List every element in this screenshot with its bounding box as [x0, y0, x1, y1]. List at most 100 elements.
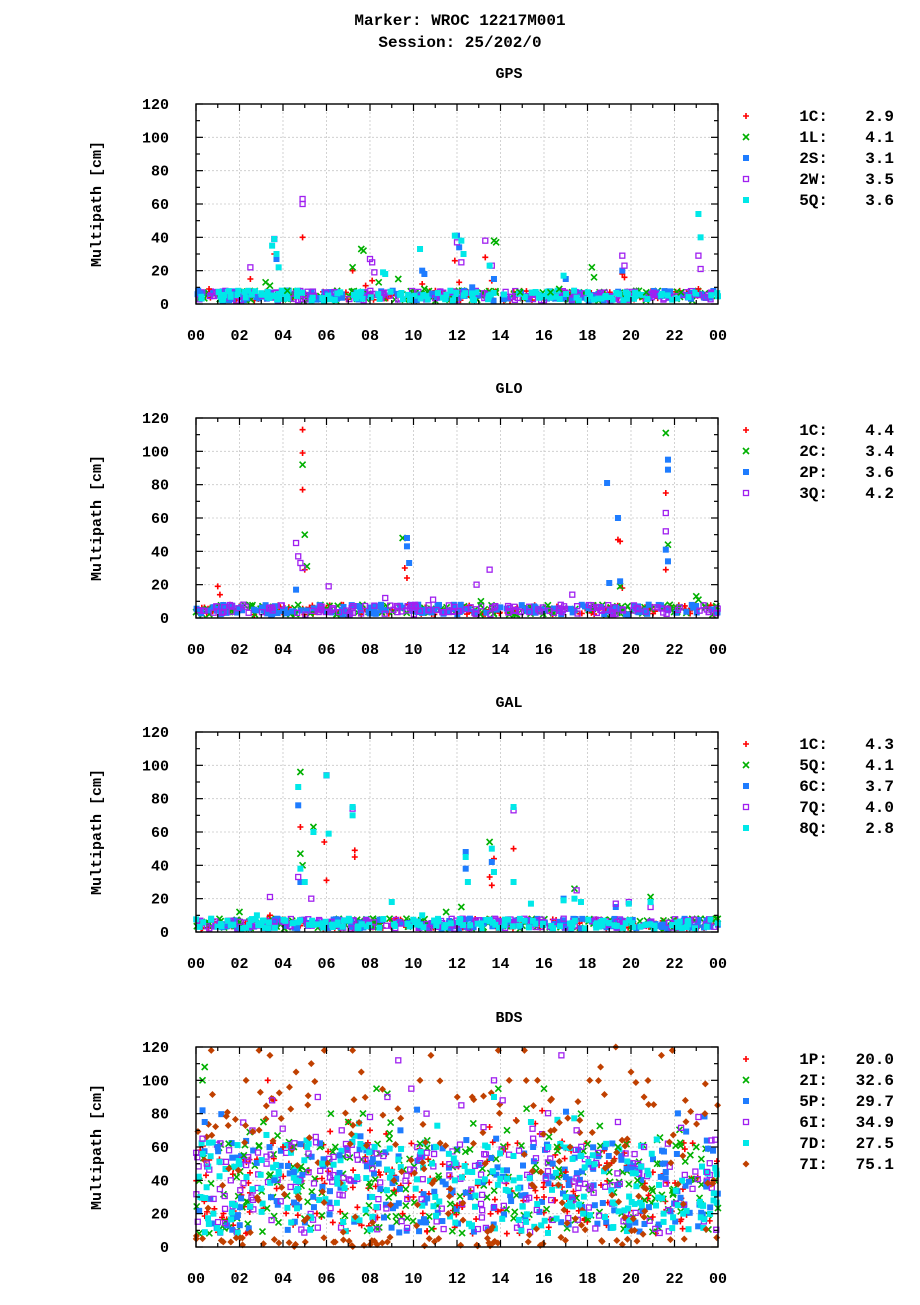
data-point — [225, 1140, 233, 1148]
background-point — [554, 1181, 562, 1189]
data-point — [662, 509, 669, 517]
background-point — [245, 287, 252, 294]
background-point — [229, 1226, 236, 1233]
data-point — [369, 277, 376, 284]
background-point — [701, 1080, 709, 1088]
background-point — [552, 1169, 559, 1176]
background-point — [588, 918, 595, 925]
background-point — [594, 1077, 602, 1085]
background-point — [293, 1161, 301, 1169]
background-point — [658, 605, 665, 612]
background-point — [520, 1151, 528, 1159]
background-point — [377, 1171, 384, 1178]
background-point — [452, 1219, 459, 1226]
background-point — [585, 1158, 592, 1165]
background-point — [337, 1157, 344, 1164]
background-point — [557, 1141, 564, 1148]
data-point — [701, 1110, 709, 1118]
background-point — [331, 296, 338, 303]
background-point — [198, 1140, 205, 1147]
background-point — [628, 1164, 635, 1171]
legend-value: 2.8 — [865, 820, 894, 838]
data-point — [606, 580, 613, 586]
background-point — [682, 1118, 690, 1126]
background-point — [258, 604, 265, 611]
background-point — [446, 1160, 453, 1168]
background-point — [425, 1212, 433, 1221]
background-point — [433, 1218, 440, 1225]
data-point — [477, 597, 485, 605]
background-point — [515, 608, 523, 615]
background-point — [566, 1200, 573, 1207]
background-point — [558, 291, 565, 298]
x-tick-label: 20 — [622, 956, 640, 973]
background-point — [354, 1204, 361, 1211]
background-point — [199, 1150, 206, 1157]
background-point — [580, 1193, 587, 1200]
background-point — [611, 1207, 618, 1214]
background-point — [339, 923, 346, 930]
background-point — [521, 917, 528, 924]
data-point — [619, 252, 626, 259]
background-point — [262, 602, 269, 609]
background-point — [202, 1195, 209, 1202]
background-point — [563, 1219, 571, 1227]
background-point — [228, 1140, 235, 1147]
background-point — [623, 1135, 631, 1143]
background-point — [589, 1152, 596, 1159]
x-tick-label: 14 — [491, 642, 509, 659]
data-point — [482, 254, 489, 261]
background-point — [299, 289, 306, 296]
background-point — [645, 1171, 652, 1178]
background-point — [557, 601, 564, 608]
data-point — [494, 1085, 502, 1093]
data-point — [419, 912, 426, 919]
background-point — [411, 1169, 419, 1177]
background-point — [460, 922, 467, 929]
background-point — [367, 1226, 374, 1233]
figure-title-line1: Marker: WROC 12217M001 — [354, 12, 565, 30]
legend-value: 27.5 — [856, 1135, 894, 1153]
data-point — [264, 1077, 271, 1084]
background-point — [695, 1223, 702, 1230]
background-point — [462, 1189, 469, 1196]
data-point — [549, 1160, 556, 1167]
background-point — [479, 1129, 487, 1137]
background-point — [631, 1150, 638, 1158]
background-point — [304, 1092, 312, 1100]
background-point — [254, 1196, 262, 1204]
data-point — [325, 830, 332, 837]
background-point — [682, 1182, 689, 1189]
background-point — [470, 1139, 478, 1147]
background-point — [545, 1229, 552, 1236]
data-point — [394, 275, 402, 283]
legend-marker — [743, 113, 749, 119]
background-point — [662, 1175, 669, 1182]
background-point — [236, 918, 243, 925]
legend-value: 34.9 — [856, 1114, 894, 1132]
data-point — [201, 1063, 209, 1071]
data-point — [580, 1210, 587, 1217]
background-point — [409, 1217, 417, 1225]
data-point — [325, 583, 332, 590]
background-point — [665, 1228, 672, 1235]
background-point — [384, 1166, 391, 1173]
background-point — [350, 291, 357, 298]
legend-value: 4.2 — [865, 485, 894, 503]
background-point — [584, 289, 591, 296]
data-point — [647, 899, 654, 905]
y-tick-label: 40 — [151, 858, 169, 875]
data-point — [684, 919, 691, 925]
legend-value: 32.6 — [856, 1072, 894, 1090]
background-point — [528, 1181, 536, 1189]
background-point — [572, 1226, 579, 1233]
background-point — [297, 607, 304, 614]
background-point — [685, 1226, 692, 1233]
background-point — [468, 1186, 475, 1193]
background-point — [206, 292, 214, 300]
background-point — [326, 1188, 333, 1195]
data-point — [296, 850, 304, 858]
background-point — [226, 601, 234, 609]
data-point — [460, 251, 467, 257]
y-axis-label: Multipath [cm] — [89, 1084, 106, 1210]
